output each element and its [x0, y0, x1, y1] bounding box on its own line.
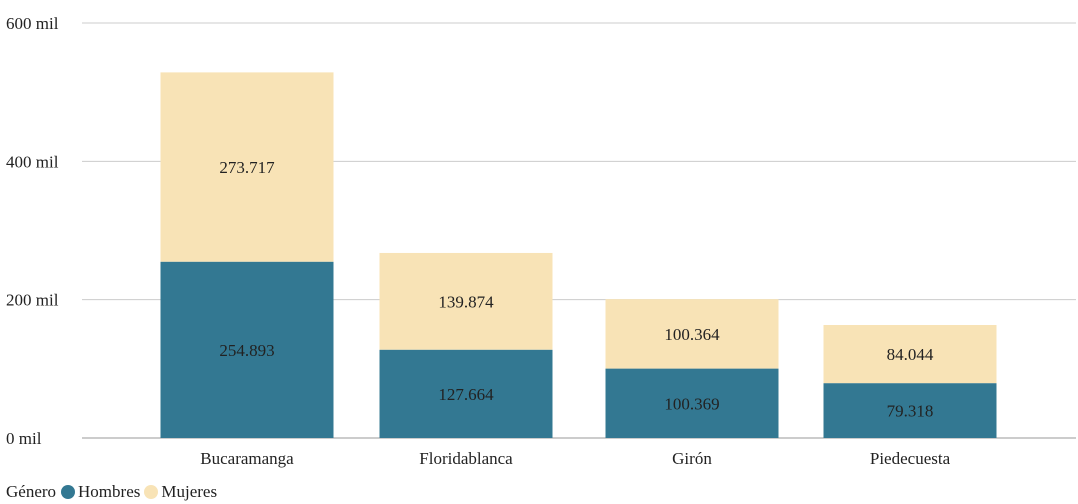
legend: Género Hombres Mujeres [6, 482, 221, 502]
bar-mujeres-floridablanca[interactable] [379, 252, 553, 350]
x-tick-label-piedecuesta: Piedecuesta [870, 449, 951, 468]
legend-title: Género [6, 482, 57, 501]
x-tick-label-bucaramanga: Bucaramanga [200, 449, 294, 468]
stacked-bar-chart: 0 mil 200 mil 400 mil 600 mil 254.893 273.717… [6, 14, 1076, 468]
data-label-hombres-giron: 100.369 [664, 394, 719, 413]
data-label-mujeres-giron: 100.364 [664, 325, 720, 344]
bar-hombres-piedecuesta[interactable] [823, 383, 997, 438]
legend-label-mujeres: Mujeres [161, 482, 218, 501]
data-label-mujeres-floridablanca: 139.874 [438, 292, 494, 311]
legend-swatch-mujeres [144, 485, 159, 499]
bar-mujeres-piedecuesta[interactable] [823, 325, 997, 384]
legend-swatch-hombres [61, 485, 76, 499]
bar-mujeres-bucaramanga[interactable] [160, 72, 334, 262]
legend-item-mujeres[interactable]: Mujeres [144, 482, 217, 502]
data-label-hombres-bucaramanga: 254.893 [219, 341, 274, 360]
x-tick-label-floridablanca: Floridablanca [419, 449, 513, 468]
bar-hombres-bucaramanga[interactable] [160, 261, 334, 438]
bar-hombres-giron[interactable] [605, 368, 779, 438]
data-label-hombres-floridablanca: 127.664 [438, 385, 494, 404]
y-tick-label: 600 mil [6, 14, 59, 33]
bar-hombres-floridablanca[interactable] [379, 349, 553, 438]
bar-mujeres-giron[interactable] [605, 299, 779, 369]
legend-item-hombres[interactable]: Hombres [61, 482, 140, 502]
y-tick-label: 200 mil [6, 291, 59, 310]
data-label-mujeres-bucaramanga: 273.717 [219, 158, 275, 177]
data-label-hombres-piedecuesta: 79.318 [887, 402, 934, 421]
y-tick-label: 400 mil [6, 152, 59, 171]
legend-label-hombres: Hombres [78, 482, 141, 501]
x-tick-label-giron: Girón [672, 449, 712, 468]
y-tick-label: 0 mil [6, 429, 42, 448]
data-label-mujeres-piedecuesta: 84.044 [887, 345, 934, 364]
